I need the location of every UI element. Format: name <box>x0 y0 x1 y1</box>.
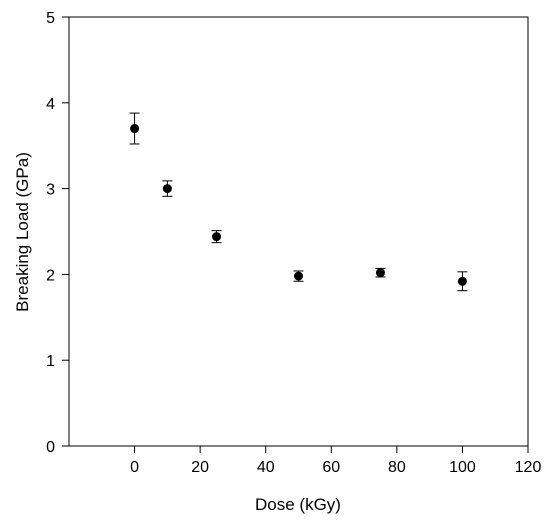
x-axis-title: Dose (kGy) <box>255 495 341 514</box>
x-tick-label: 100 <box>449 459 476 476</box>
data-point <box>375 268 385 278</box>
x-tick-label: 0 <box>130 459 139 476</box>
data-marks <box>129 112 468 292</box>
data-point <box>294 271 303 281</box>
x-tick-label: 60 <box>322 459 340 476</box>
data-point <box>212 232 222 242</box>
data-point <box>130 124 140 134</box>
x-tick-label: 120 <box>515 459 542 476</box>
y-tick-label: 2 <box>46 267 55 284</box>
plot-frame <box>68 16 529 447</box>
x-tick-label: 20 <box>191 459 209 476</box>
y-tick-label: 3 <box>46 182 55 199</box>
y-axis-title: Breaking Load (GPa) <box>13 152 32 312</box>
axis-ticks: 0 20 40 60 80 100 120 0 1 2 3 4 5 <box>46 10 541 476</box>
y-tick-label: 1 <box>46 353 55 370</box>
y-tick-label: 0 <box>46 439 55 456</box>
y-tick-label: 4 <box>46 96 55 113</box>
y-tick-label: 5 <box>46 10 55 27</box>
data-point <box>162 184 172 194</box>
x-tick-label: 80 <box>388 459 406 476</box>
data-point <box>457 276 467 286</box>
plot-border <box>68 16 529 447</box>
x-tick-label: 40 <box>257 459 275 476</box>
